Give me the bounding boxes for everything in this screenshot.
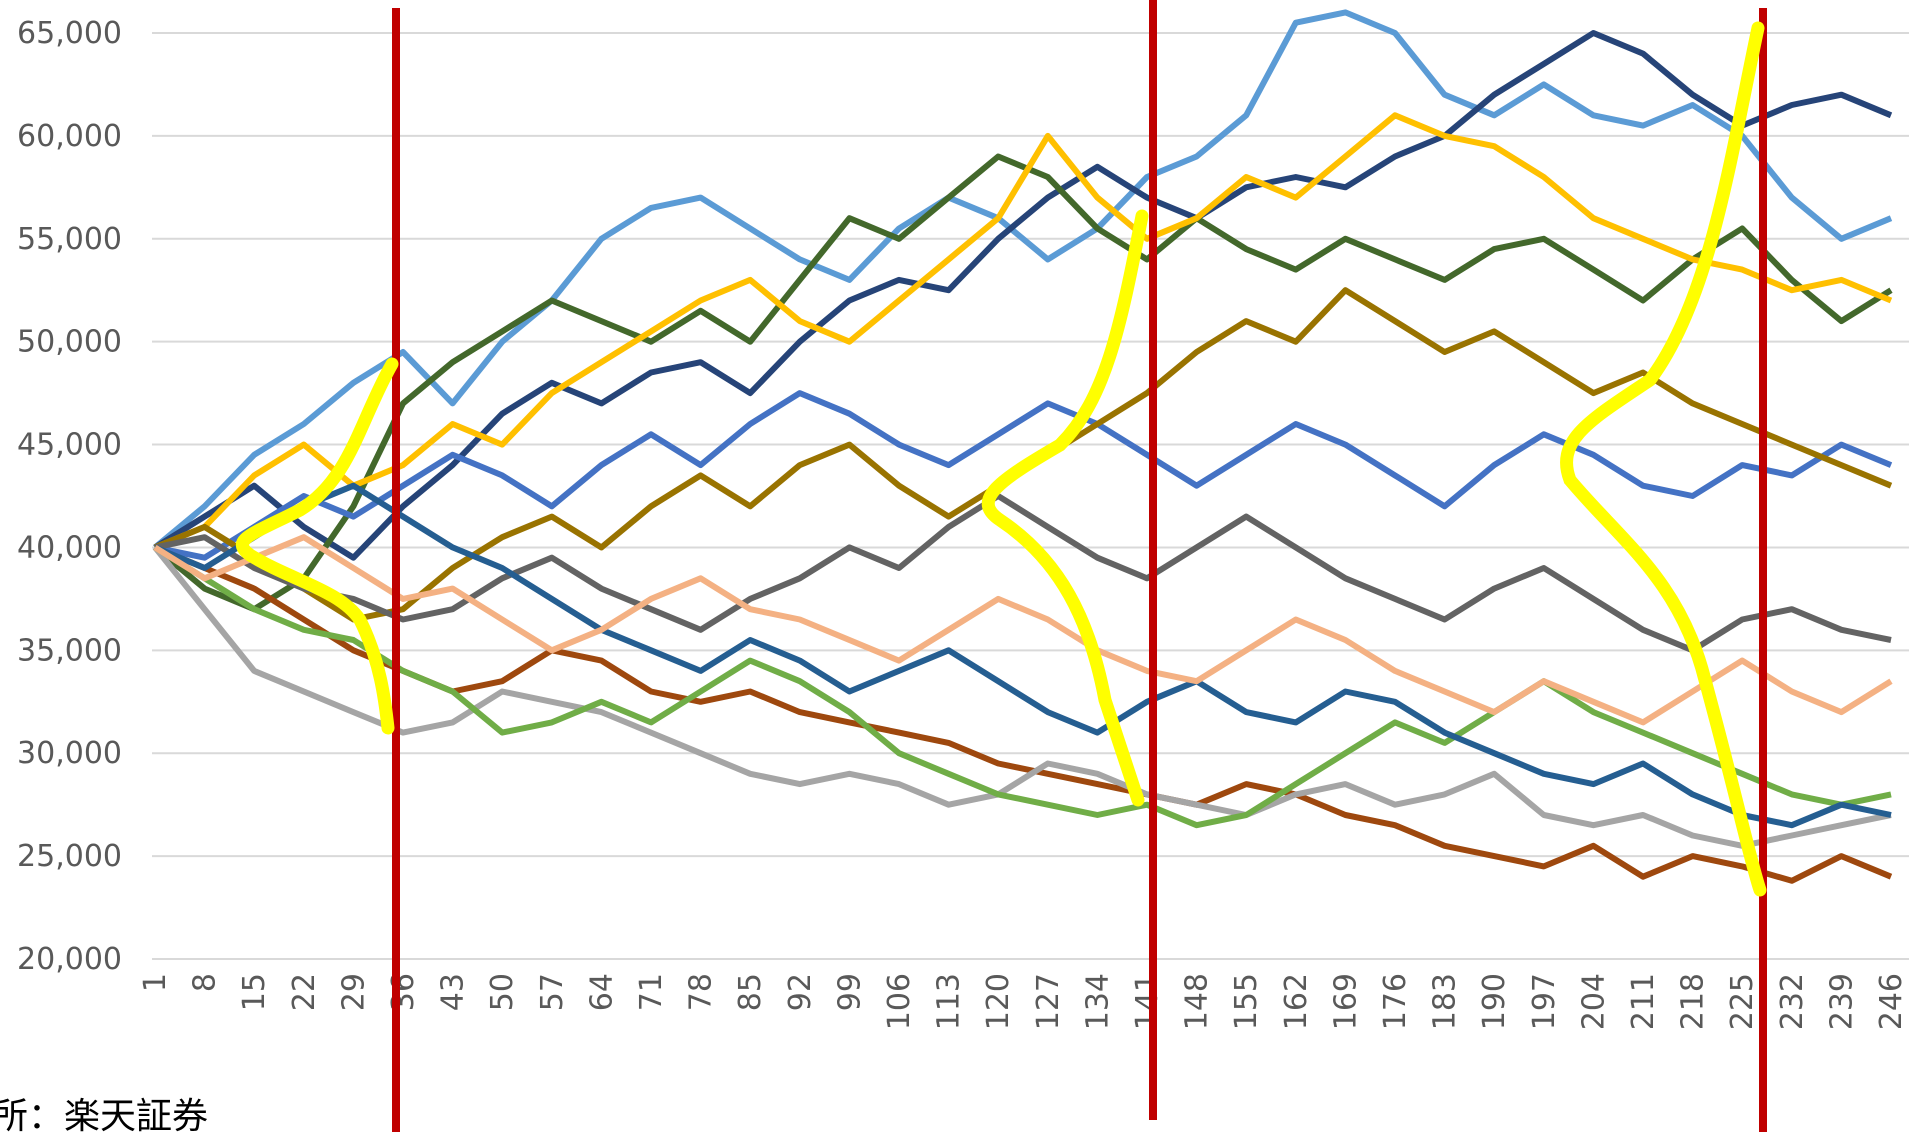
y-tick-label: 40,000 [17, 530, 122, 565]
x-tick-label: 57 [535, 973, 570, 1011]
x-tick-label: 246 [1874, 973, 1909, 1030]
series-line [154, 390, 1893, 561]
x-tick-label: 29 [336, 973, 371, 1011]
x-tick-label: 204 [1576, 973, 1611, 1030]
series-line [153, 544, 1892, 829]
x-tick-label: 141 [1130, 973, 1165, 1030]
bell-curve [235, 357, 399, 735]
tick-labels: 20,000 25,000 30,000 35,000 40,000 45,000 50,0… [17, 16, 1909, 1030]
x-tick-label: 85 [733, 973, 768, 1011]
source-note: 所：楽天証券 [0, 1096, 208, 1132]
series-line [153, 534, 1893, 726]
y-tick-label: 50,000 [17, 325, 122, 360]
x-tick-label: 50 [485, 973, 520, 1011]
x-tick-label: 148 [1180, 973, 1215, 1030]
x-tick-label: 43 [436, 973, 471, 1011]
y-tick-label: 25,000 [17, 839, 122, 874]
y-tick-label: 35,000 [17, 633, 122, 668]
bell-curve [1560, 21, 1767, 897]
series-line [153, 9, 1893, 550]
x-tick-label: 92 [783, 973, 818, 1011]
x-tick-label: 36 [386, 973, 421, 1011]
y-tick-label: 20,000 [17, 942, 122, 977]
x-tick-label: 106 [882, 973, 917, 1030]
y-tick-label: 65,000 [17, 16, 122, 51]
x-tick-label: 99 [832, 973, 867, 1011]
x-tick-label: 78 [684, 973, 719, 1011]
x-tick-label: 155 [1229, 973, 1264, 1030]
y-tick-label: 30,000 [17, 736, 122, 771]
x-tick-label: 64 [584, 973, 619, 1011]
series-line [153, 112, 1893, 551]
x-tick-label: 176 [1378, 973, 1413, 1030]
x-tick-label: 134 [1080, 973, 1115, 1030]
x-tick-label: 71 [634, 973, 669, 1011]
series-line [153, 30, 1893, 561]
series-line [153, 153, 1893, 613]
x-tick-label: 162 [1279, 973, 1314, 1030]
x-tick-label: 169 [1328, 973, 1363, 1030]
y-tick-label: 55,000 [17, 222, 122, 257]
series-lines [152, 9, 1893, 884]
y-tick-label: 45,000 [17, 428, 122, 463]
x-tick-label: 232 [1775, 973, 1810, 1030]
x-tick-label: 120 [981, 973, 1016, 1030]
series-line [153, 482, 1892, 829]
x-tick-label: 197 [1527, 973, 1562, 1030]
x-tick-label: 127 [1031, 973, 1066, 1030]
y-tick-label: 60,000 [17, 119, 122, 154]
x-tick-label: 8 [188, 973, 223, 992]
x-tick-label: 239 [1824, 973, 1859, 1030]
x-tick-label: 1 [138, 973, 173, 992]
annotations [235, 0, 1767, 1132]
series-line [152, 545, 1892, 849]
x-tick-label: 211 [1626, 973, 1661, 1030]
bell-curve [981, 209, 1149, 807]
series-line [154, 493, 1892, 654]
x-tick-label: 22 [287, 973, 322, 1011]
x-tick-label: 183 [1428, 973, 1463, 1030]
x-tick-label: 15 [237, 973, 272, 1011]
x-tick-label: 113 [932, 973, 967, 1030]
x-tick-label: 225 [1725, 973, 1760, 1030]
x-tick-label: 190 [1477, 973, 1512, 1030]
x-tick-label: 218 [1676, 973, 1711, 1030]
